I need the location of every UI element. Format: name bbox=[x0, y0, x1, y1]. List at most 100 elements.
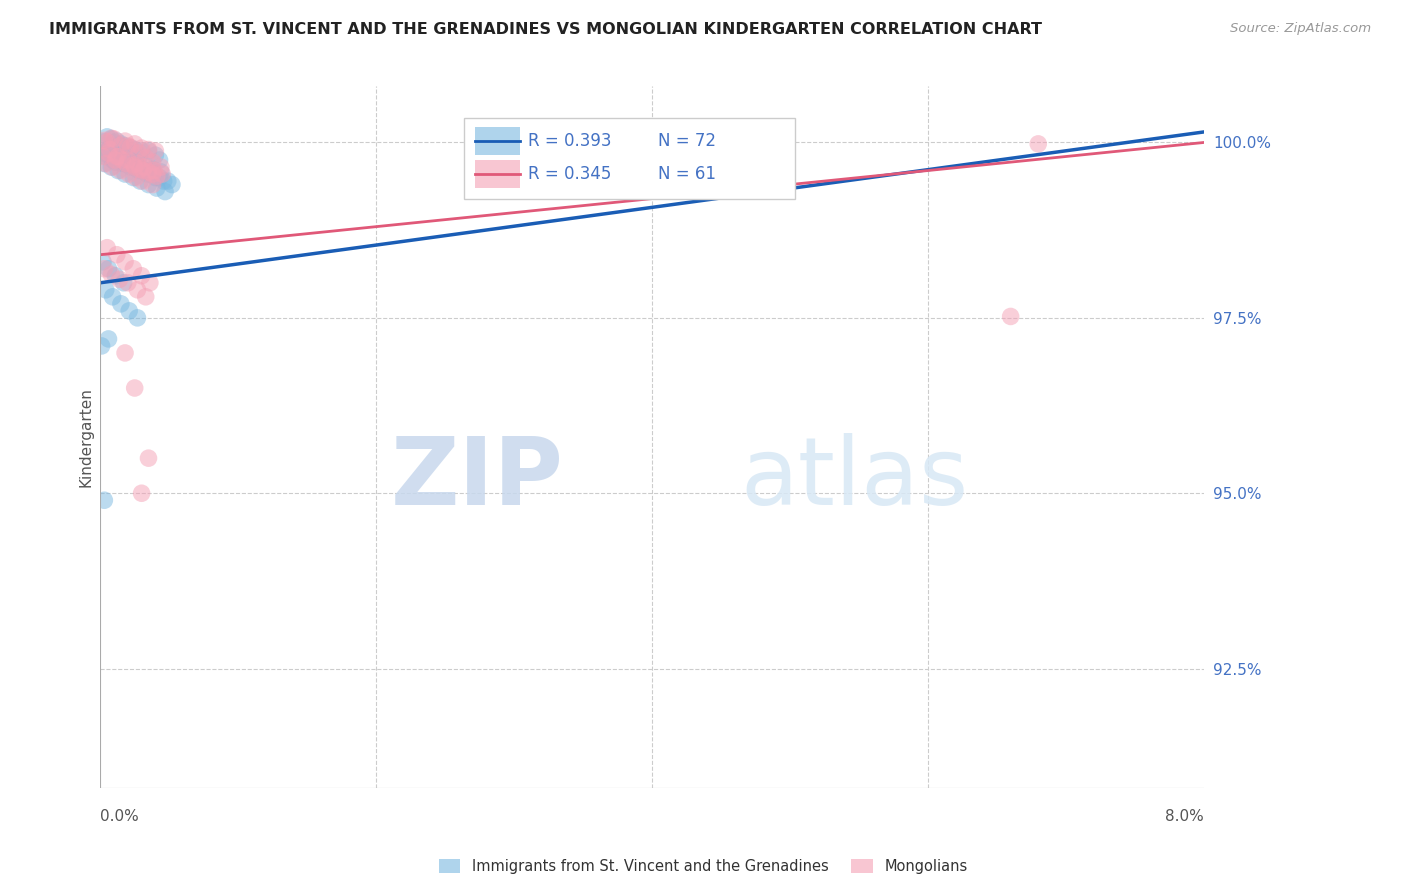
Point bbox=[90, 339, 112, 353]
Point bbox=[115, 156, 138, 170]
Point bbox=[108, 272, 131, 286]
Point bbox=[107, 163, 129, 178]
Point bbox=[127, 310, 149, 325]
Y-axis label: Kindergarten: Kindergarten bbox=[79, 387, 93, 487]
Text: R = 0.345: R = 0.345 bbox=[529, 165, 612, 183]
Point bbox=[138, 143, 160, 157]
Point bbox=[101, 290, 124, 304]
Point bbox=[110, 163, 132, 178]
Point bbox=[101, 160, 124, 174]
Point bbox=[129, 174, 152, 188]
Point bbox=[149, 165, 172, 179]
Text: ZIP: ZIP bbox=[391, 434, 564, 525]
Point bbox=[1000, 310, 1022, 324]
Point bbox=[129, 162, 152, 177]
Text: R = 0.393: R = 0.393 bbox=[529, 132, 612, 150]
Point bbox=[148, 153, 170, 167]
FancyBboxPatch shape bbox=[475, 160, 520, 188]
Point bbox=[107, 149, 129, 163]
Point bbox=[135, 151, 157, 165]
Point bbox=[98, 143, 121, 157]
Point bbox=[148, 170, 170, 185]
Point bbox=[145, 144, 167, 158]
Point bbox=[124, 143, 146, 157]
Point bbox=[160, 178, 183, 192]
Point bbox=[115, 151, 138, 165]
Point bbox=[111, 153, 134, 167]
Point bbox=[124, 136, 146, 151]
Point bbox=[115, 156, 138, 170]
Point bbox=[114, 167, 136, 181]
Point bbox=[105, 134, 128, 148]
Point bbox=[138, 451, 160, 466]
Point bbox=[132, 163, 155, 178]
Point bbox=[114, 134, 136, 148]
Point bbox=[104, 268, 127, 283]
Point bbox=[114, 254, 136, 268]
Point bbox=[121, 158, 143, 172]
Point bbox=[110, 297, 132, 311]
Legend: Immigrants from St. Vincent and the Grenadines, Mongolians: Immigrants from St. Vincent and the Gren… bbox=[433, 854, 973, 880]
Point bbox=[114, 156, 136, 170]
Point bbox=[96, 144, 118, 158]
Point bbox=[91, 254, 114, 268]
Point bbox=[100, 160, 122, 174]
Point bbox=[122, 170, 145, 185]
Point bbox=[120, 140, 142, 154]
Point bbox=[131, 268, 153, 283]
Point bbox=[142, 167, 165, 181]
Point bbox=[142, 155, 165, 169]
Point bbox=[135, 290, 157, 304]
Point bbox=[131, 141, 153, 155]
Text: N = 61: N = 61 bbox=[658, 165, 716, 183]
FancyBboxPatch shape bbox=[475, 127, 520, 155]
Point bbox=[114, 346, 136, 360]
Text: 0.0%: 0.0% bbox=[100, 809, 139, 824]
Point bbox=[111, 149, 134, 163]
Point bbox=[153, 185, 176, 199]
Point bbox=[117, 139, 139, 153]
Point bbox=[131, 486, 153, 500]
Point bbox=[93, 135, 115, 149]
Point bbox=[100, 131, 122, 145]
Point bbox=[156, 174, 179, 188]
Point bbox=[105, 149, 128, 163]
Point bbox=[141, 167, 163, 181]
Point bbox=[134, 160, 156, 174]
Point bbox=[93, 156, 115, 170]
Point bbox=[120, 141, 142, 155]
Point bbox=[152, 174, 174, 188]
Text: atlas: atlas bbox=[741, 434, 969, 525]
Point bbox=[124, 160, 146, 174]
Point bbox=[142, 162, 165, 177]
Text: Source: ZipAtlas.com: Source: ZipAtlas.com bbox=[1230, 22, 1371, 36]
Point bbox=[125, 155, 148, 169]
Point bbox=[122, 261, 145, 276]
Point bbox=[100, 132, 122, 146]
Point bbox=[97, 261, 120, 276]
Point bbox=[103, 153, 125, 167]
Point bbox=[118, 303, 141, 318]
Point bbox=[98, 149, 121, 163]
Point bbox=[112, 276, 135, 290]
Point bbox=[125, 170, 148, 185]
Point bbox=[146, 169, 169, 183]
Point bbox=[150, 167, 173, 181]
Point bbox=[136, 167, 159, 181]
Point bbox=[110, 138, 132, 153]
Point bbox=[93, 493, 115, 508]
Point bbox=[110, 136, 132, 151]
Point bbox=[105, 148, 128, 162]
Point bbox=[114, 139, 136, 153]
Text: N = 72: N = 72 bbox=[658, 132, 716, 150]
Point bbox=[100, 268, 122, 282]
Point bbox=[132, 174, 155, 188]
Point bbox=[145, 148, 167, 162]
Point bbox=[149, 160, 172, 174]
Text: 8.0%: 8.0% bbox=[1166, 809, 1204, 824]
Point bbox=[93, 261, 115, 276]
Point bbox=[107, 153, 129, 167]
Point bbox=[93, 133, 115, 147]
Point bbox=[94, 156, 117, 170]
Point bbox=[124, 381, 146, 395]
